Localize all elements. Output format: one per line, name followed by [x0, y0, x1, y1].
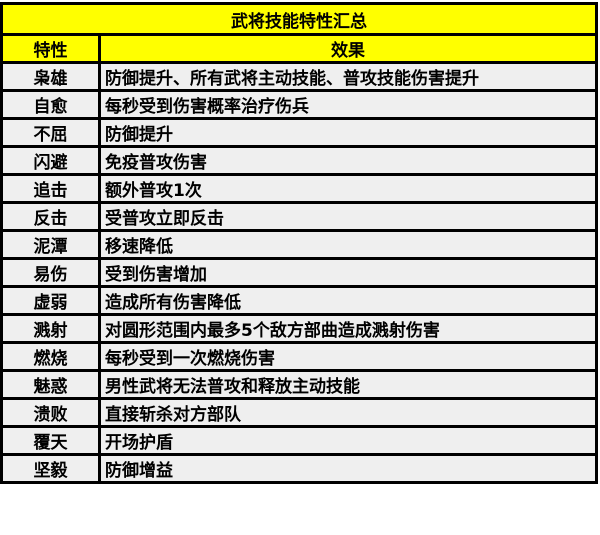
trait-name: 燃烧 [0, 341, 101, 372]
trait-effect: 防御增益 [98, 453, 598, 484]
header-effect: 效果 [98, 33, 598, 64]
table-row: 虚弱 造成所有伤害降低 [0, 285, 598, 316]
trait-effect: 造成所有伤害降低 [98, 285, 598, 316]
table-row: 枭雄 防御提升、所有武将主动技能、普攻技能伤害提升 [0, 61, 598, 92]
table-row: 坚毅 防御增益 [0, 453, 598, 484]
trait-effect: 开场护盾 [98, 425, 598, 456]
table-row: 溅射 对圆形范围内最多5个敌方部曲造成溅射伤害 [0, 313, 598, 344]
trait-name: 反击 [0, 201, 101, 232]
header-trait: 特性 [0, 33, 101, 64]
table-row: 自愈 每秒受到伤害概率治疗伤兵 [0, 89, 598, 120]
trait-effect: 受普攻立即反击 [98, 201, 598, 232]
table-row: 溃败 直接斩杀对方部队 [0, 397, 598, 428]
trait-name: 泥潭 [0, 229, 101, 260]
table-title: 武将技能特性汇总 [0, 2, 598, 36]
table-row: 闪避 免疫普攻伤害 [0, 145, 598, 176]
trait-effect: 对圆形范围内最多5个敌方部曲造成溅射伤害 [98, 313, 598, 344]
trait-name: 虚弱 [0, 285, 101, 316]
trait-summary-table: 武将技能特性汇总 特性 效果 枭雄 防御提升、所有武将主动技能、普攻技能伤害提升自… [0, 2, 598, 484]
trait-effect: 免疫普攻伤害 [98, 145, 598, 176]
table-row: 追击 额外普攻1次 [0, 173, 598, 204]
table-row: 反击 受普攻立即反击 [0, 201, 598, 232]
table-row: 燃烧 每秒受到一次燃烧伤害 [0, 341, 598, 372]
trait-effect: 每秒受到伤害概率治疗伤兵 [98, 89, 598, 120]
trait-effect: 男性武将无法普攻和释放主动技能 [98, 369, 598, 400]
table-row: 易伤 受到伤害增加 [0, 257, 598, 288]
trait-effect: 受到伤害增加 [98, 257, 598, 288]
trait-effect: 移速降低 [98, 229, 598, 260]
trait-effect: 每秒受到一次燃烧伤害 [98, 341, 598, 372]
table-row: 魅惑 男性武将无法普攻和释放主动技能 [0, 369, 598, 400]
trait-name: 枭雄 [0, 61, 101, 92]
trait-name: 覆天 [0, 425, 101, 456]
trait-effect: 防御提升、所有武将主动技能、普攻技能伤害提升 [98, 61, 598, 92]
trait-name: 溅射 [0, 313, 101, 344]
table-row: 覆天 开场护盾 [0, 425, 598, 456]
trait-name: 坚毅 [0, 453, 101, 484]
trait-effect: 防御提升 [98, 117, 598, 148]
trait-effect: 直接斩杀对方部队 [98, 397, 598, 428]
trait-name: 追击 [0, 173, 101, 204]
trait-name: 易伤 [0, 257, 101, 288]
trait-name: 闪避 [0, 145, 101, 176]
trait-effect: 额外普攻1次 [98, 173, 598, 204]
trait-name: 溃败 [0, 397, 101, 428]
table-row: 不屈 防御提升 [0, 117, 598, 148]
table-row: 泥潭 移速降低 [0, 229, 598, 260]
trait-name: 魅惑 [0, 369, 101, 400]
trait-name: 自愈 [0, 89, 101, 120]
trait-name: 不屈 [0, 117, 101, 148]
